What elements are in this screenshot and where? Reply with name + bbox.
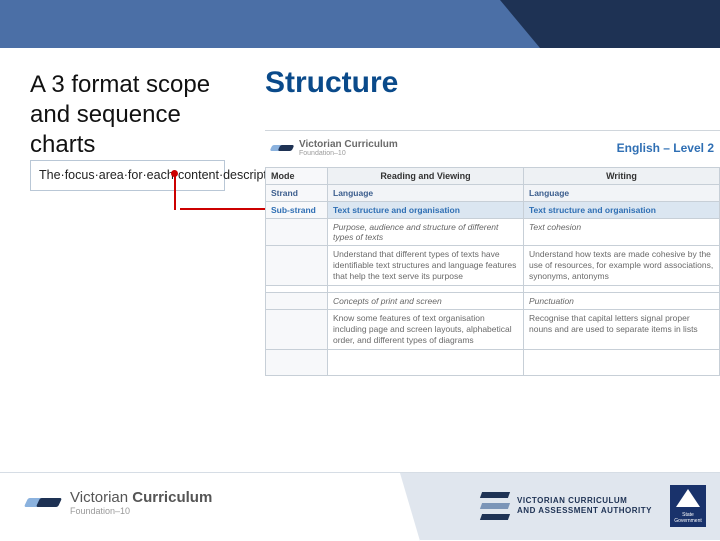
doc-subject: English – Level 2 [617, 141, 714, 155]
strand-col-1: Language [328, 185, 524, 202]
top-bar-blue [0, 0, 580, 48]
row-label: Mode [266, 168, 328, 185]
table-row [266, 350, 720, 376]
footer-right: VICTORIAN CURRICULUM AND ASSESSMENT AUTH… [481, 485, 706, 527]
mode-col-2: Writing [524, 168, 720, 185]
row-label: Sub-strand [266, 202, 328, 219]
table-row [266, 286, 720, 293]
callout-arrow [180, 208, 275, 210]
table-row: Sub-strand Text structure and organisati… [266, 202, 720, 219]
vcaa-line-1: VICTORIAN CURRICULUM [517, 496, 652, 506]
slide-title: Structure [265, 66, 398, 100]
scope-sequence-table: Mode Reading and Viewing Writing Strand … [265, 167, 720, 376]
substrand-col-2: Text structure and organisation [524, 202, 720, 219]
vcaa-mark-icon [481, 492, 509, 520]
strand-col-2: Language [524, 185, 720, 202]
vcaa-line-2: AND ASSESSMENT AUTHORITY [517, 506, 652, 516]
doc-header: Victorian Curriculum Foundation–10 Engli… [265, 131, 720, 167]
arrow-origin-dot [171, 170, 178, 177]
table-row: Strand Language Language [266, 185, 720, 202]
focus-2-c1: Concepts of print and screen [328, 293, 524, 310]
top-bar-dark [540, 0, 720, 48]
left-column: A 3 format scope and sequence charts [30, 70, 220, 160]
left-title: A 3 format scope and sequence charts [30, 70, 220, 160]
callout-box: The·focus·area·for·each·content·descript… [30, 160, 225, 191]
table-row: Know some features of text organisation … [266, 310, 720, 350]
row-label: Strand [266, 185, 328, 202]
body-2-c2: Recognise that capital letters signal pr… [524, 310, 720, 350]
footer-logo-left: Victorian Curriculum Foundation–10 [26, 489, 212, 516]
footer-brand: Victorian Curriculum Foundation–10 [70, 489, 212, 516]
focus-2-c2: Punctuation [524, 293, 720, 310]
document-preview: Victorian Curriculum Foundation–10 Engli… [265, 130, 720, 376]
table-row: Understand that different types of texts… [266, 246, 720, 286]
body-1-c1: Understand that different types of texts… [328, 246, 524, 286]
substrand-col-1: Text structure and organisation [328, 202, 524, 219]
vc-brand: Victorian Curriculum [299, 139, 398, 150]
table-row: Mode Reading and Viewing Writing [266, 168, 720, 185]
mode-col-1: Reading and Viewing [328, 168, 524, 185]
footer: Victorian Curriculum Foundation–10 VICTO… [0, 472, 720, 540]
top-bar [0, 0, 720, 48]
focus-1-c2: Text cohesion [524, 219, 720, 246]
body-2-c1: Know some features of text organisation … [328, 310, 524, 350]
vc-brand-sub: Foundation–10 [299, 150, 398, 157]
vcaa-logo: VICTORIAN CURRICULUM AND ASSESSMENT AUTH… [481, 492, 652, 520]
victoria-state-logo-icon: State Government [670, 485, 706, 527]
body-1-c2: Understand how texts are made cohesive b… [524, 246, 720, 286]
table-row: Concepts of print and screen Punctuation [266, 293, 720, 310]
table-row: Purpose, audience and structure of diffe… [266, 219, 720, 246]
focus-1-c1: Purpose, audience and structure of diffe… [328, 219, 524, 246]
vic-logo-label: State Government [670, 512, 706, 524]
vc-logo: Victorian Curriculum Foundation–10 [271, 139, 398, 157]
vc-swoosh-icon [26, 492, 60, 514]
vc-swoosh-icon [271, 141, 293, 155]
footer-brand-sub: Foundation–10 [70, 506, 212, 516]
